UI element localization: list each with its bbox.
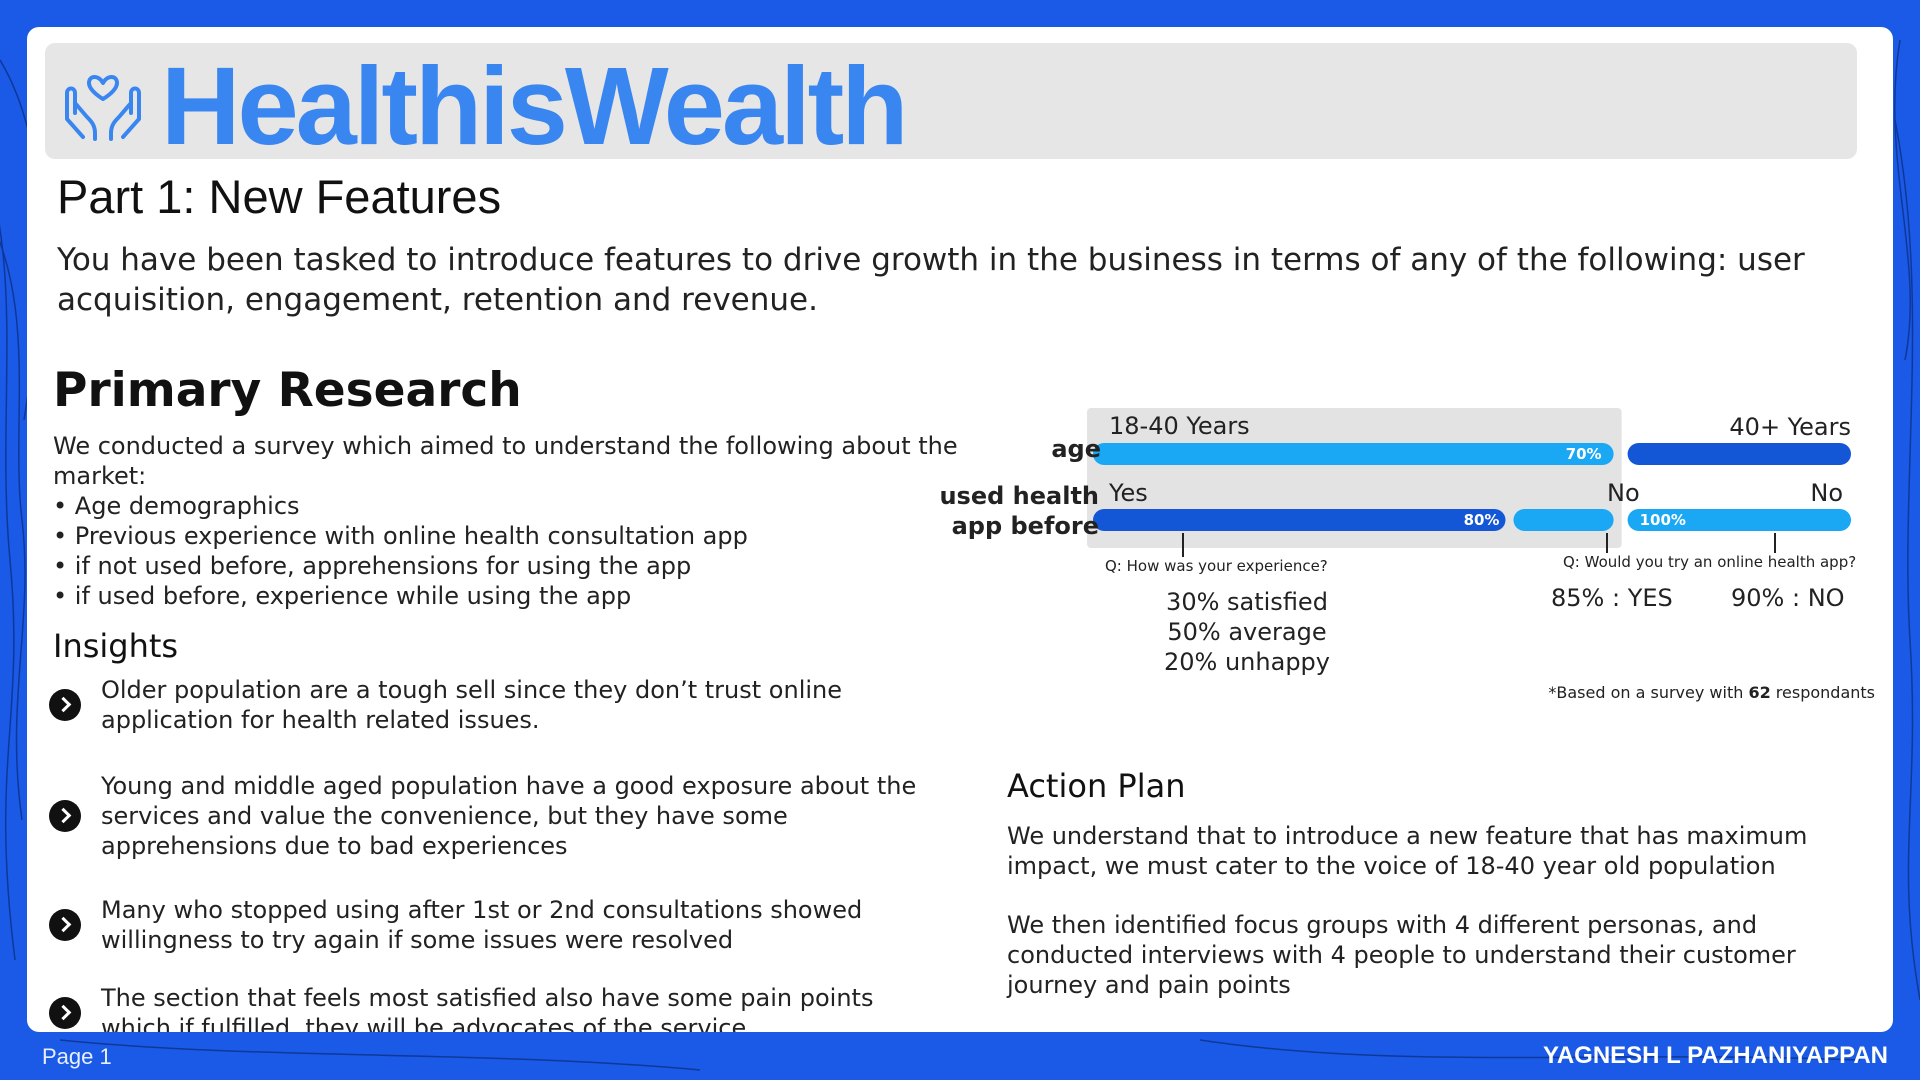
- survey-footnote: *Based on a survey with 62 respondants: [1548, 683, 1875, 702]
- action-plan-paragraph: We then identified focus groups with 4 d…: [1007, 911, 1796, 999]
- slide-card: HealthisWealth Part 1: New Features You …: [27, 27, 1893, 1032]
- answer-yes: 85% : YES: [1551, 584, 1673, 612]
- page-number: Page 1: [42, 1044, 112, 1069]
- survey-description: We conducted a survey which aimed to und…: [53, 431, 993, 611]
- insight-item: The section that feels most satisfied al…: [49, 983, 929, 1032]
- bar-label-age-18-40: 70%: [1566, 445, 1602, 463]
- survey-line: • if not used before, apprehensions for …: [53, 552, 692, 580]
- question-try-app: Q: Would you try an online health app?: [1563, 553, 1857, 571]
- bar-used-no-40: [1627, 509, 1851, 531]
- answer: 50% average: [1167, 618, 1327, 646]
- action-plan-paragraph: We understand that to introduce a new fe…: [1007, 822, 1808, 880]
- brand-name: HealthisWealth: [161, 45, 908, 168]
- action-plan-heading: Action Plan: [1007, 767, 1186, 805]
- chevron-right-icon: [49, 997, 81, 1029]
- insight-item: Young and middle aged population have a …: [49, 771, 929, 861]
- bar-used-yes: [1093, 509, 1506, 531]
- answer: 30% satisfied: [1166, 588, 1328, 616]
- segment-label-no: No: [1607, 479, 1640, 507]
- part-title: Part 1: New Features: [57, 170, 502, 223]
- experience-answers: 30% satisfied 50% average 20% unhappy: [1105, 587, 1389, 677]
- insight-text: Older population are a tough sell since …: [101, 676, 843, 734]
- answer-no: 90% : NO: [1731, 584, 1845, 612]
- survey-line: We conducted a survey which aimed to und…: [53, 432, 958, 490]
- hands-heart-icon: [65, 75, 141, 141]
- bar-label-used-yes: 80%: [1464, 511, 1500, 529]
- insight-item: Many who stopped using after 1st or 2nd …: [49, 895, 929, 955]
- row-label-age: age: [1051, 435, 1101, 463]
- row-label-line: app before: [951, 512, 1099, 540]
- legend-40-plus: 40+ Years: [1729, 413, 1851, 441]
- author-name: YAGNESH L PAZHANIYAPPAN: [1543, 1042, 1888, 1069]
- survey-line: • Previous experience with online health…: [53, 522, 748, 550]
- chart-svg: 70% 80% 100%: [1087, 408, 1851, 557]
- legend-18-40: 18-40 Years: [1109, 412, 1250, 440]
- chevron-right-icon: [49, 909, 81, 941]
- insight-text: The section that feels most satisfied al…: [101, 984, 874, 1032]
- chevron-right-icon: [49, 689, 81, 721]
- segment-label-no-40: No: [1810, 479, 1843, 507]
- survey-chart: 70% 80% 100% 18-40 Years 40+ Years age use…: [27, 27, 1893, 1032]
- header-band: [45, 43, 1857, 159]
- insight-text: Many who stopped using after 1st or 2nd …: [101, 896, 863, 954]
- bar-used-no: [1513, 509, 1614, 531]
- bar-age-18-40: [1093, 443, 1614, 465]
- answer: 20% unhappy: [1164, 648, 1330, 676]
- bar-label-used-no-40: 100%: [1640, 511, 1686, 529]
- insight-text: Young and middle aged population have a …: [101, 772, 917, 860]
- row-label-line: used health: [939, 482, 1099, 510]
- segment-label-yes: Yes: [1109, 479, 1148, 507]
- question-experience: Q: How was your experience?: [1105, 557, 1328, 575]
- footnote-count: 62: [1748, 683, 1771, 702]
- footnote-prefix: *Based on a survey with: [1548, 683, 1749, 702]
- intro-text: You have been tasked to introduce featur…: [57, 242, 1805, 318]
- row-label-used-app: used health app before: [939, 481, 1099, 541]
- bar-age-40-plus: [1627, 443, 1851, 465]
- footnote-suffix: respondants: [1770, 683, 1875, 702]
- survey-line: • if used before, experience while using…: [53, 582, 632, 610]
- survey-line: • Age demographics: [53, 492, 300, 520]
- chevron-right-icon: [49, 800, 81, 832]
- insight-item: Older population are a tough sell since …: [49, 675, 929, 735]
- primary-research-heading: Primary Research: [53, 363, 522, 418]
- insights-heading: Insights: [53, 627, 179, 665]
